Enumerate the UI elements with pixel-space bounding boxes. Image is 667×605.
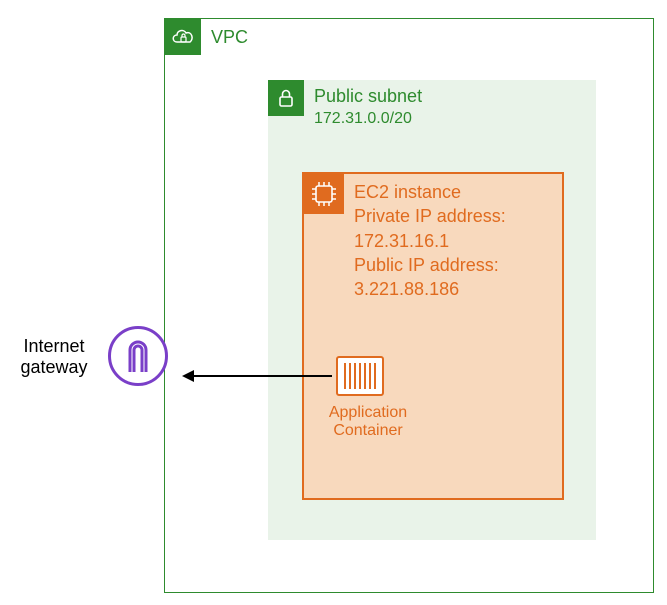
container-label-line1: Application [318, 404, 418, 422]
igw-label-line1: Internet [14, 336, 94, 357]
subnet-cidr: 172.31.0.0/20 [314, 110, 412, 128]
ec2-private-ip: 172.31.16.1 [354, 229, 506, 253]
container-label: Application Container [318, 404, 418, 440]
subnet-icon [268, 80, 304, 116]
ec2-text-block: EC2 instance Private IP address: 172.31.… [354, 180, 506, 301]
internet-gateway-label: Internet gateway [14, 336, 94, 378]
vpc-label: VPC [211, 27, 248, 48]
container-label-line2: Container [318, 422, 418, 440]
ec2-public-label: Public IP address: [354, 253, 506, 277]
ec2-instance-box: EC2 instance Private IP address: 172.31.… [302, 172, 564, 500]
subnet-label: Public subnet [314, 86, 422, 107]
igw-label-line2: gateway [14, 357, 94, 378]
internet-gateway-icon [108, 326, 168, 386]
vpc-icon [165, 19, 201, 55]
egress-arrow [170, 364, 344, 388]
ec2-private-label: Private IP address: [354, 204, 506, 228]
ec2-chip-icon [304, 174, 344, 214]
ec2-public-ip: 3.221.88.186 [354, 277, 506, 301]
ec2-title: EC2 instance [354, 180, 506, 204]
